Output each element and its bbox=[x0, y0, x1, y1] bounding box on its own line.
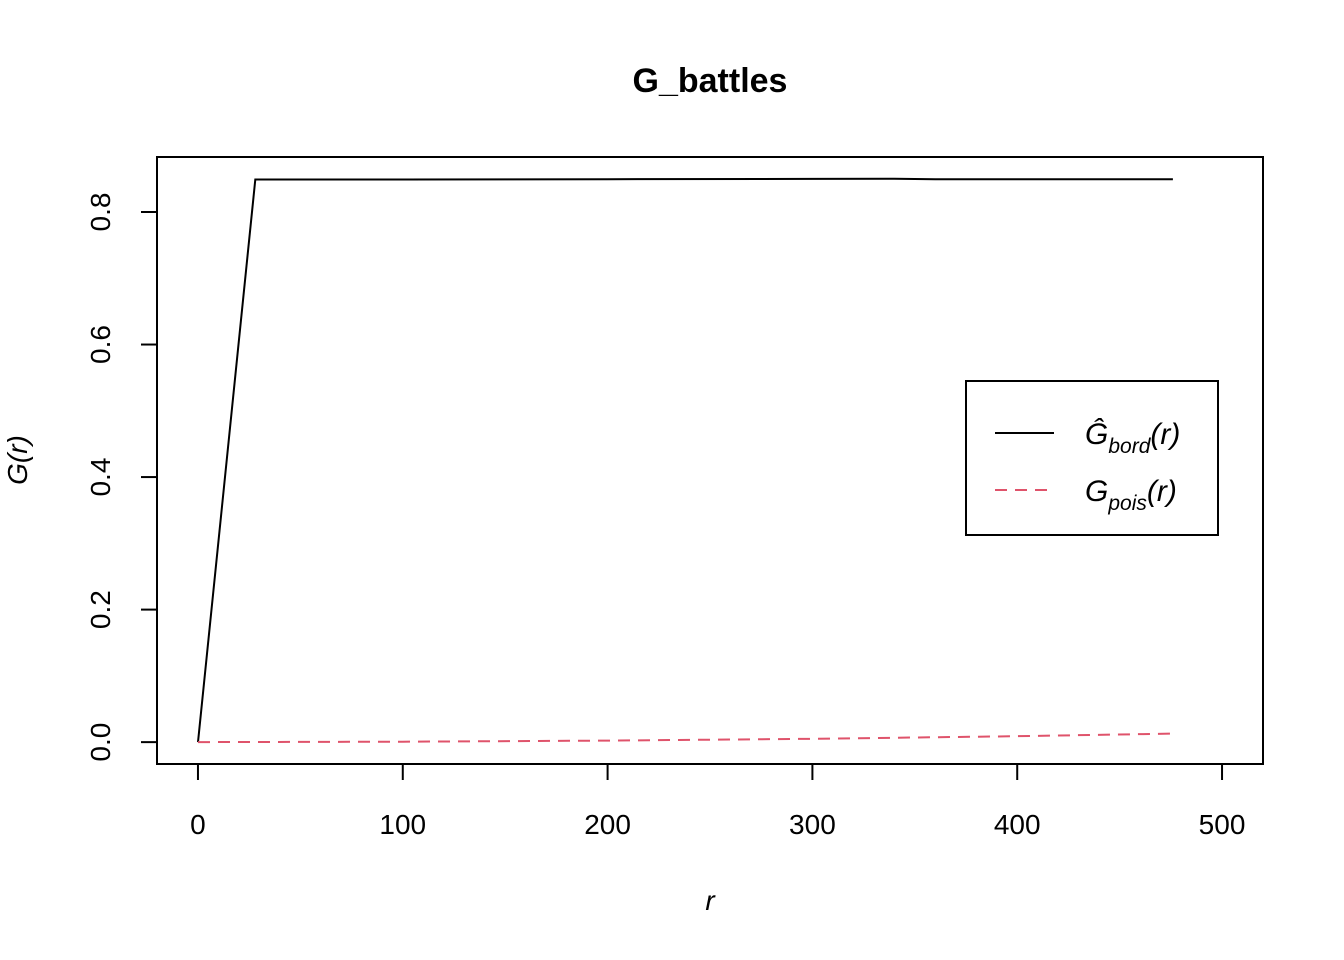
y-tick-label: 0.2 bbox=[85, 590, 116, 629]
x-tick-label: 100 bbox=[379, 809, 426, 840]
series-line-0 bbox=[197, 177, 1173, 743]
y-axis-label: G(r) bbox=[2, 435, 33, 485]
y-tick-label: 0.0 bbox=[85, 723, 116, 762]
legend: Ĝbord(r) Gpois(r) bbox=[965, 380, 1219, 536]
legend-label-1: Gpois(r) bbox=[1085, 475, 1177, 515]
series-line-1 bbox=[197, 732, 1173, 744]
y-tick-label: 0.6 bbox=[85, 325, 116, 364]
x-tick-label: 200 bbox=[584, 809, 631, 840]
y-tick-label: 0.8 bbox=[85, 193, 116, 232]
x-tick-label: 400 bbox=[994, 809, 1041, 840]
chart-title: G_battles bbox=[633, 62, 788, 100]
y-tick-label: 0.4 bbox=[85, 458, 116, 497]
x-tick-label: 300 bbox=[789, 809, 836, 840]
x-axis: 0 100 200 300 400 500 bbox=[190, 763, 1246, 840]
x-tick-label: 500 bbox=[1199, 809, 1246, 840]
y-axis: 0.0 0.2 0.4 0.6 0.8 bbox=[85, 193, 158, 762]
svg-text:G(r): G(r) bbox=[2, 435, 33, 485]
x-axis-label: r bbox=[705, 885, 716, 916]
legend-box bbox=[965, 380, 1219, 536]
series-layer bbox=[197, 177, 1173, 744]
legend-label-0: Ĝbord(r) bbox=[1085, 417, 1180, 458]
x-tick-label: 0 bbox=[190, 809, 206, 840]
